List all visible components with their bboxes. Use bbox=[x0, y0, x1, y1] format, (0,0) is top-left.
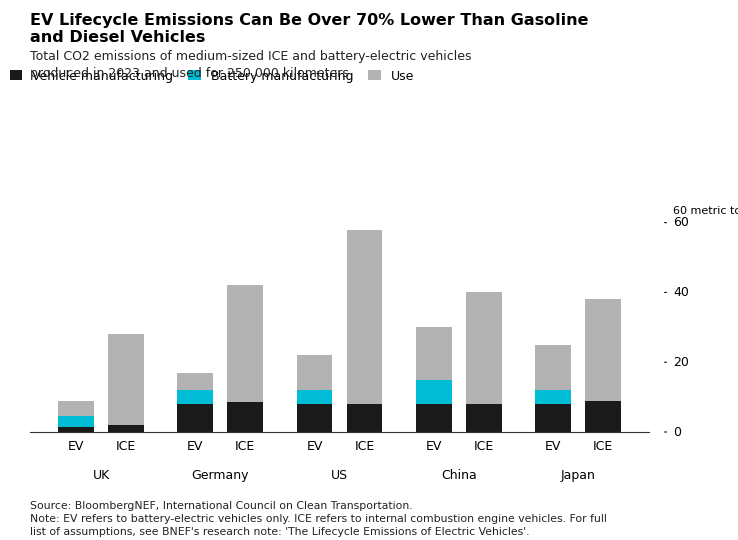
Bar bbox=[415, 404, 452, 432]
Text: UK: UK bbox=[92, 469, 110, 482]
Bar bbox=[177, 404, 213, 432]
Text: EV Lifecycle Emissions Can Be Over 70% Lower Than Gasoline: EV Lifecycle Emissions Can Be Over 70% L… bbox=[30, 14, 588, 29]
Bar bbox=[415, 327, 452, 380]
Bar bbox=[585, 401, 621, 432]
Bar bbox=[466, 293, 502, 404]
Text: Germany: Germany bbox=[192, 469, 249, 482]
Bar bbox=[347, 404, 382, 432]
Bar bbox=[535, 390, 570, 404]
Text: Total CO2 emissions of medium-sized ICE and battery-electric vehicles
produced i: Total CO2 emissions of medium-sized ICE … bbox=[30, 50, 471, 80]
Text: Source: BloombergNEF, International Council on Clean Transportation.
Note: EV re: Source: BloombergNEF, International Coun… bbox=[30, 501, 607, 537]
Bar bbox=[58, 427, 94, 432]
Text: Japan: Japan bbox=[560, 469, 596, 482]
Bar bbox=[58, 401, 94, 416]
Text: 60 metric tons of CO2: 60 metric tons of CO2 bbox=[673, 206, 738, 215]
Bar bbox=[297, 355, 332, 390]
Bar bbox=[108, 425, 144, 432]
Bar bbox=[108, 334, 144, 425]
Text: China: China bbox=[441, 469, 477, 482]
Legend: Vehicle manufacturing, Battery manufacturing, Use: Vehicle manufacturing, Battery manufactu… bbox=[4, 65, 419, 87]
Bar bbox=[58, 416, 94, 427]
Bar bbox=[297, 404, 332, 432]
Bar bbox=[227, 402, 263, 432]
Bar bbox=[177, 390, 213, 404]
Bar bbox=[466, 404, 502, 432]
Bar bbox=[297, 390, 332, 404]
Bar bbox=[585, 299, 621, 401]
Bar bbox=[177, 373, 213, 390]
Text: 20: 20 bbox=[673, 356, 689, 369]
Text: 40: 40 bbox=[673, 286, 689, 299]
Text: and Diesel Vehicles: and Diesel Vehicles bbox=[30, 30, 205, 45]
Text: 0: 0 bbox=[673, 426, 681, 438]
Bar bbox=[227, 286, 263, 402]
Text: US: US bbox=[331, 469, 348, 482]
Bar bbox=[535, 345, 570, 390]
Bar bbox=[535, 404, 570, 432]
Bar bbox=[347, 230, 382, 404]
Bar bbox=[415, 380, 452, 404]
Text: 60: 60 bbox=[673, 216, 689, 229]
